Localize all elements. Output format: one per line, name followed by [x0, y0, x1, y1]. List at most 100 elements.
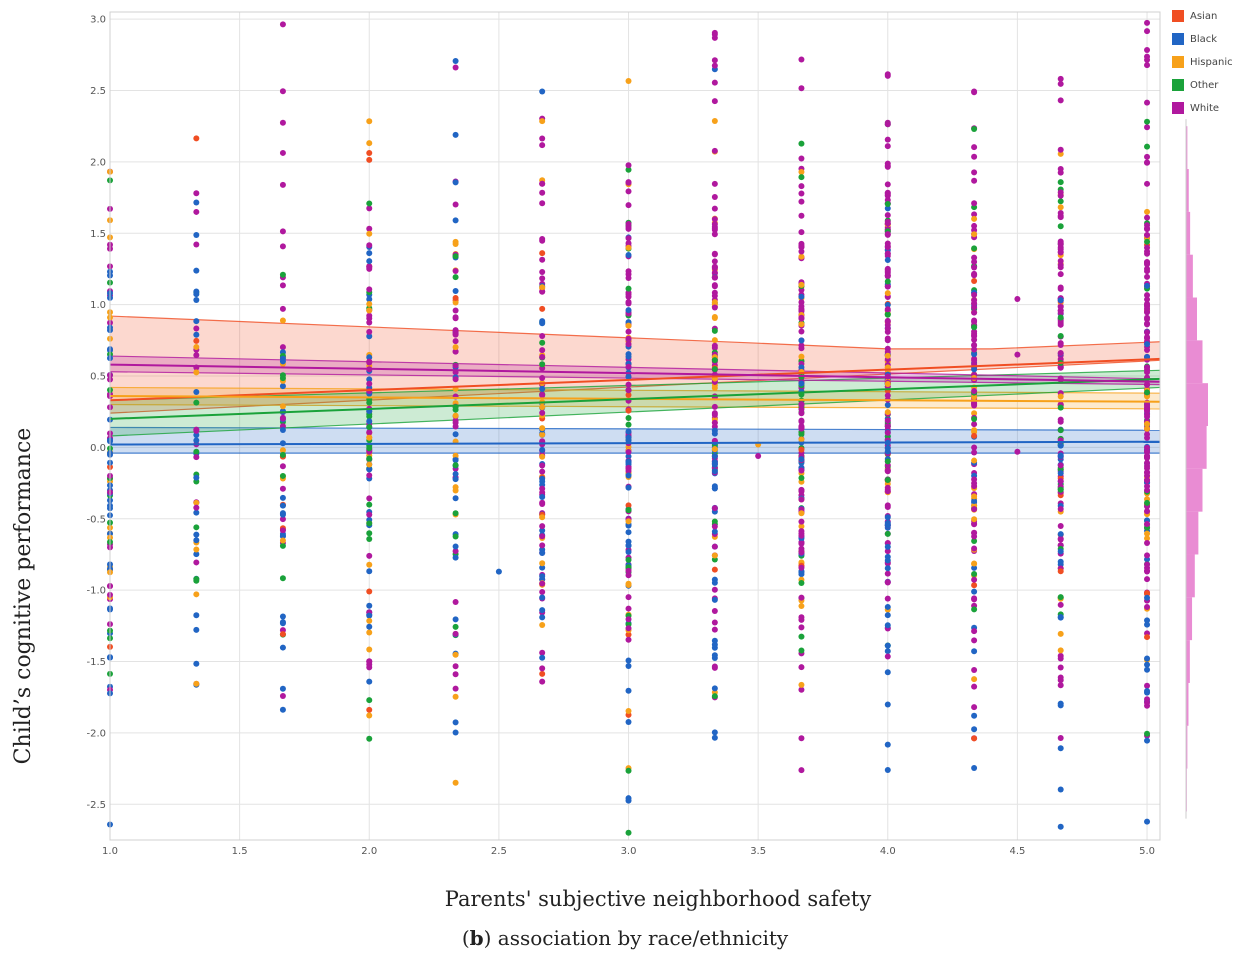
data-point [971, 258, 978, 265]
data-point [366, 354, 373, 361]
data-point [366, 307, 373, 314]
data-point [971, 416, 978, 423]
data-point [625, 518, 632, 525]
data-point [452, 452, 459, 459]
data-point [971, 200, 978, 207]
data-point [193, 232, 200, 239]
data-point [711, 528, 718, 535]
data-point [711, 57, 718, 64]
histogram-bar [1186, 468, 1203, 512]
data-point [1144, 406, 1151, 413]
data-point [625, 448, 632, 455]
data-point [884, 273, 891, 280]
data-point [279, 619, 286, 626]
data-point [798, 85, 805, 92]
data-point [1144, 292, 1151, 299]
data-point [711, 231, 718, 238]
data-point [1144, 699, 1151, 706]
data-point [539, 189, 546, 196]
data-point [711, 34, 718, 41]
data-point [971, 628, 978, 635]
data-point [366, 140, 373, 147]
legend-label-other: Other [1190, 80, 1219, 91]
data-point [279, 271, 286, 278]
data-point [798, 212, 805, 219]
data-point [884, 653, 891, 660]
data-point [193, 591, 200, 598]
data-point [798, 456, 805, 463]
data-point [884, 530, 891, 537]
data-point [539, 200, 546, 207]
data-point [884, 423, 891, 430]
data-point [193, 208, 200, 215]
data-point [625, 719, 632, 726]
data-point [193, 504, 200, 511]
data-point [366, 530, 373, 537]
data-point [971, 432, 978, 439]
data-point [711, 419, 718, 426]
data-point [971, 410, 978, 417]
data-point [366, 706, 373, 713]
data-point [366, 156, 373, 163]
data-point [452, 376, 459, 383]
data-point [279, 447, 286, 454]
caption-prefix: ( [461, 926, 470, 950]
data-point [279, 403, 286, 410]
data-point [1057, 150, 1064, 157]
data-point [539, 256, 546, 263]
data-point [625, 353, 632, 360]
data-point [452, 179, 459, 186]
data-point [971, 497, 978, 504]
data-point [279, 119, 286, 126]
data-point [798, 353, 805, 360]
data-point [452, 495, 459, 502]
data-point [1057, 745, 1064, 752]
data-point [798, 140, 805, 147]
data-point [884, 290, 891, 297]
data-point [452, 457, 459, 464]
data-point [366, 200, 373, 207]
fit-lines [109, 357, 1161, 446]
fit-line-black [109, 440, 1161, 446]
data-point [625, 549, 632, 556]
data-point [366, 678, 373, 685]
histogram-bar [1186, 511, 1199, 555]
data-point [711, 460, 718, 467]
data-point [452, 412, 459, 419]
data-point [279, 228, 286, 235]
confidence-bands [109, 315, 1161, 454]
data-point [971, 457, 978, 464]
data-point [884, 417, 891, 424]
data-point [279, 631, 286, 638]
data-point [625, 453, 632, 460]
data-point [1057, 614, 1064, 621]
data-point [625, 434, 632, 441]
data-point [1144, 730, 1151, 737]
data-point [798, 56, 805, 63]
data-point [884, 767, 891, 774]
data-point [884, 409, 891, 416]
data-point [711, 579, 718, 586]
data-point [452, 348, 459, 355]
data-point [539, 118, 546, 125]
data-point [539, 665, 546, 672]
histogram-bar [1186, 169, 1189, 212]
data-point [1144, 567, 1151, 574]
data-point [539, 268, 546, 275]
data-point [452, 338, 459, 345]
data-point [366, 472, 373, 479]
data-point [193, 546, 200, 553]
legend-swatch-asian [1172, 10, 1184, 22]
data-point [798, 467, 805, 474]
data-point [1144, 389, 1151, 396]
data-point [366, 445, 373, 452]
data-point [1057, 655, 1064, 662]
data-point [971, 222, 978, 229]
data-point [798, 580, 805, 587]
data-point [539, 142, 546, 149]
fit-line-other [109, 377, 1161, 420]
x-tick-label: 3.5 [750, 846, 766, 857]
data-point [971, 351, 978, 358]
data-point [193, 325, 200, 332]
data-point [1057, 214, 1064, 221]
